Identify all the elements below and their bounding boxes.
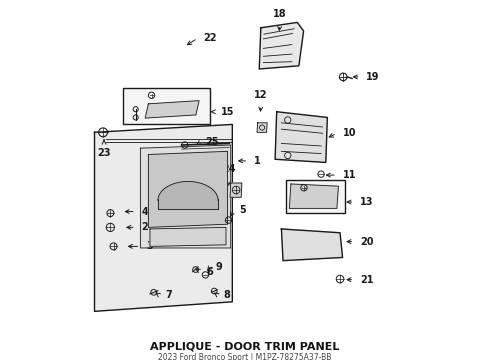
Text: 7: 7 — [165, 291, 172, 301]
Text: 6: 6 — [206, 267, 213, 277]
Polygon shape — [145, 101, 199, 118]
Text: 23: 23 — [98, 148, 111, 158]
Text: 21: 21 — [360, 275, 373, 285]
Text: 12: 12 — [254, 90, 268, 100]
Polygon shape — [257, 123, 267, 132]
Text: 17: 17 — [135, 88, 149, 98]
Text: 3: 3 — [146, 242, 153, 251]
Text: 11: 11 — [343, 170, 356, 180]
Text: 2: 2 — [142, 222, 148, 232]
Text: 15: 15 — [220, 107, 234, 117]
Polygon shape — [259, 22, 304, 69]
Polygon shape — [141, 145, 231, 248]
Text: 1: 1 — [254, 156, 261, 166]
Text: 24: 24 — [222, 164, 235, 174]
Text: 5: 5 — [240, 205, 246, 215]
FancyBboxPatch shape — [123, 88, 210, 125]
Polygon shape — [150, 228, 226, 246]
Polygon shape — [230, 183, 242, 197]
Text: 8: 8 — [224, 291, 231, 301]
Text: 9: 9 — [216, 262, 222, 272]
Text: 25: 25 — [206, 138, 219, 148]
Polygon shape — [281, 229, 343, 261]
Polygon shape — [290, 184, 339, 208]
Text: 20: 20 — [360, 237, 373, 247]
Text: 4: 4 — [142, 207, 148, 216]
FancyBboxPatch shape — [286, 180, 345, 213]
Text: 14: 14 — [328, 187, 342, 197]
Polygon shape — [95, 125, 232, 311]
Text: 19: 19 — [367, 72, 380, 82]
Text: 22: 22 — [203, 33, 217, 43]
Text: 18: 18 — [273, 9, 287, 19]
Text: 10: 10 — [343, 128, 356, 138]
Polygon shape — [275, 112, 327, 162]
Text: 16: 16 — [176, 93, 190, 103]
Polygon shape — [148, 151, 227, 228]
Text: 2023 Ford Bronco Sport | M1PZ-78275A37-BB: 2023 Ford Bronco Sport | M1PZ-78275A37-B… — [158, 353, 332, 360]
Text: APPLIQUE - DOOR TRIM PANEL: APPLIQUE - DOOR TRIM PANEL — [150, 341, 340, 351]
Text: 13: 13 — [360, 197, 373, 207]
